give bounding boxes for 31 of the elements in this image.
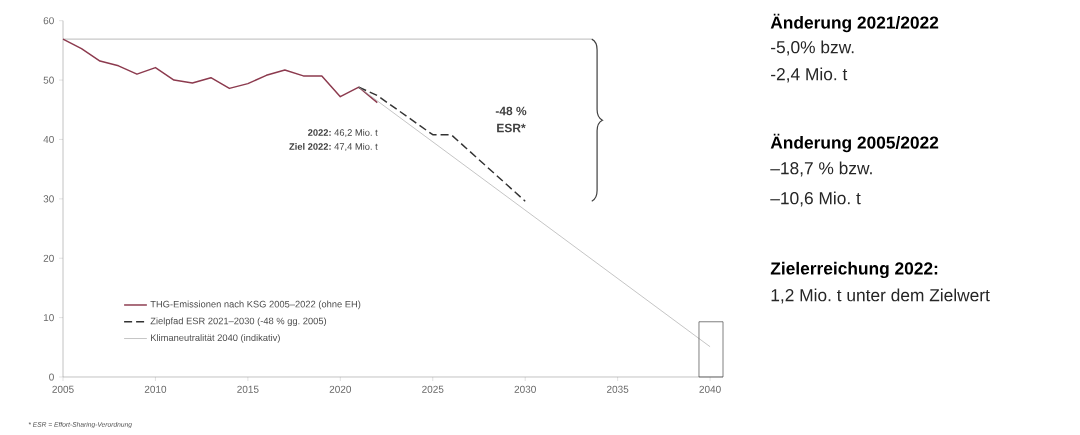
text: -5,0% bzw. bbox=[771, 40, 854, 56]
text: Änderung 2021/2022 bbox=[770, 13, 939, 33]
text: Änderung 2005/2022 bbox=[770, 133, 939, 153]
x-tick-label: 2030 bbox=[514, 385, 536, 393]
x-tick-label: 2025 bbox=[422, 385, 444, 393]
text: 1,2 Mio. t unter dem Zielwert bbox=[771, 288, 990, 304]
text: –10,6 Mio. t bbox=[770, 191, 861, 207]
x-tick-label: 2035 bbox=[607, 385, 629, 393]
y-tick-label: 10 bbox=[43, 314, 54, 322]
annotation: 2022: 46,2 Mio. t bbox=[308, 129, 378, 137]
y-tick-label: 0 bbox=[49, 373, 54, 381]
line-series bbox=[62, 38, 379, 104]
x-tick-label: 2040 bbox=[699, 385, 721, 393]
x-tick-label: 2020 bbox=[329, 385, 352, 393]
x-tick-label: 2010 bbox=[144, 385, 167, 393]
y-tick-label: 50 bbox=[43, 76, 54, 84]
x-tick-label: 2015 bbox=[237, 385, 259, 393]
text: Zielerreichung 2022: bbox=[770, 261, 938, 279]
x-tick-label: 2005 bbox=[52, 385, 74, 393]
annotation: Ziel 2022: 47,4 Mio. t bbox=[289, 143, 378, 151]
legend-label: Klimaneutralität 2040 (indikativ) bbox=[151, 334, 280, 343]
y-tick-label: 60 bbox=[43, 17, 54, 25]
y-tick-label: 30 bbox=[43, 195, 54, 203]
y-tick-label: 40 bbox=[43, 135, 54, 144]
annotation: ESR* bbox=[497, 123, 526, 133]
text: -2,4 Mio. t bbox=[771, 67, 848, 83]
legend-label: THG-Emissionen nach KSG 2005–2022 (ohne EH) bbox=[150, 300, 361, 310]
legend-label: Zielpfad ESR 2021–2030 (-48 % gg. 2005) bbox=[150, 317, 327, 327]
text: –18,7 % bzw. bbox=[770, 161, 872, 177]
annotation: -48 % bbox=[495, 106, 527, 116]
y-tick-label: 20 bbox=[43, 254, 54, 262]
